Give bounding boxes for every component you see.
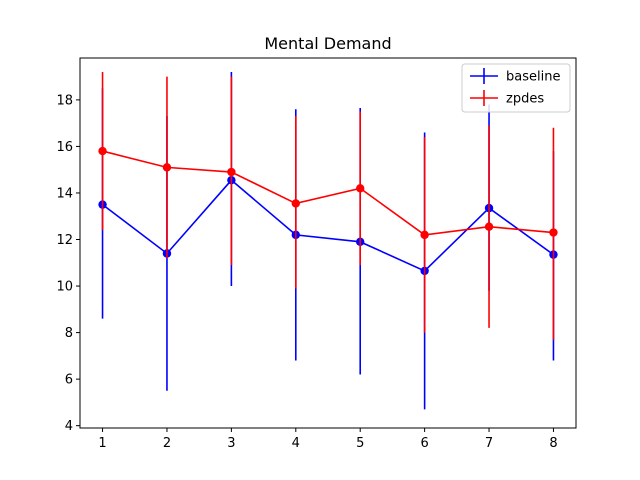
legend: baseline zpdes [461, 63, 571, 113]
chart-title: Mental Demand [264, 34, 391, 53]
x-tick-label: 2 [163, 436, 171, 451]
data-point-zpdes-3 [227, 167, 236, 177]
series-line-baseline [102, 179, 554, 272]
y-tick-label: 14 [56, 186, 73, 201]
data-point-zpdes-1 [98, 146, 107, 156]
series-line-zpdes [102, 150, 554, 236]
data-point-zpdes-8 [549, 228, 558, 237]
legend-label: baseline [506, 70, 560, 85]
y-tick-label: 6 [65, 373, 73, 388]
x-tick-label: 6 [420, 436, 428, 451]
y-tick-label: 10 [56, 280, 73, 295]
axes-frame [79, 57, 577, 429]
x-tick-label: 8 [549, 436, 557, 451]
legend-item-baseline: baseline [470, 68, 560, 85]
legend-label: zpdes [506, 92, 544, 107]
y-tick-label: 4 [65, 419, 73, 434]
data-point-zpdes-4 [291, 199, 300, 208]
x-tick-label: 5 [356, 436, 364, 451]
y-tick-label: 12 [56, 233, 73, 248]
data-point-zpdes-6 [420, 230, 429, 240]
x-tick-label: 3 [227, 436, 235, 451]
legend-item-zpdes: zpdes [470, 90, 544, 107]
x-tick-label: 7 [485, 436, 493, 451]
plot-area [98, 71, 558, 410]
data-point-zpdes-2 [162, 163, 172, 172]
data-point-zpdes-7 [484, 222, 494, 231]
data-point-zpdes-5 [356, 184, 365, 193]
y-tick-label: 8 [65, 326, 73, 341]
y-tick-label: 18 [56, 93, 73, 108]
series-zpdes [98, 71, 558, 340]
y-tick-label: 16 [56, 140, 73, 155]
x-tick-label: 1 [98, 436, 106, 451]
x-tick-label: 4 [292, 436, 300, 451]
